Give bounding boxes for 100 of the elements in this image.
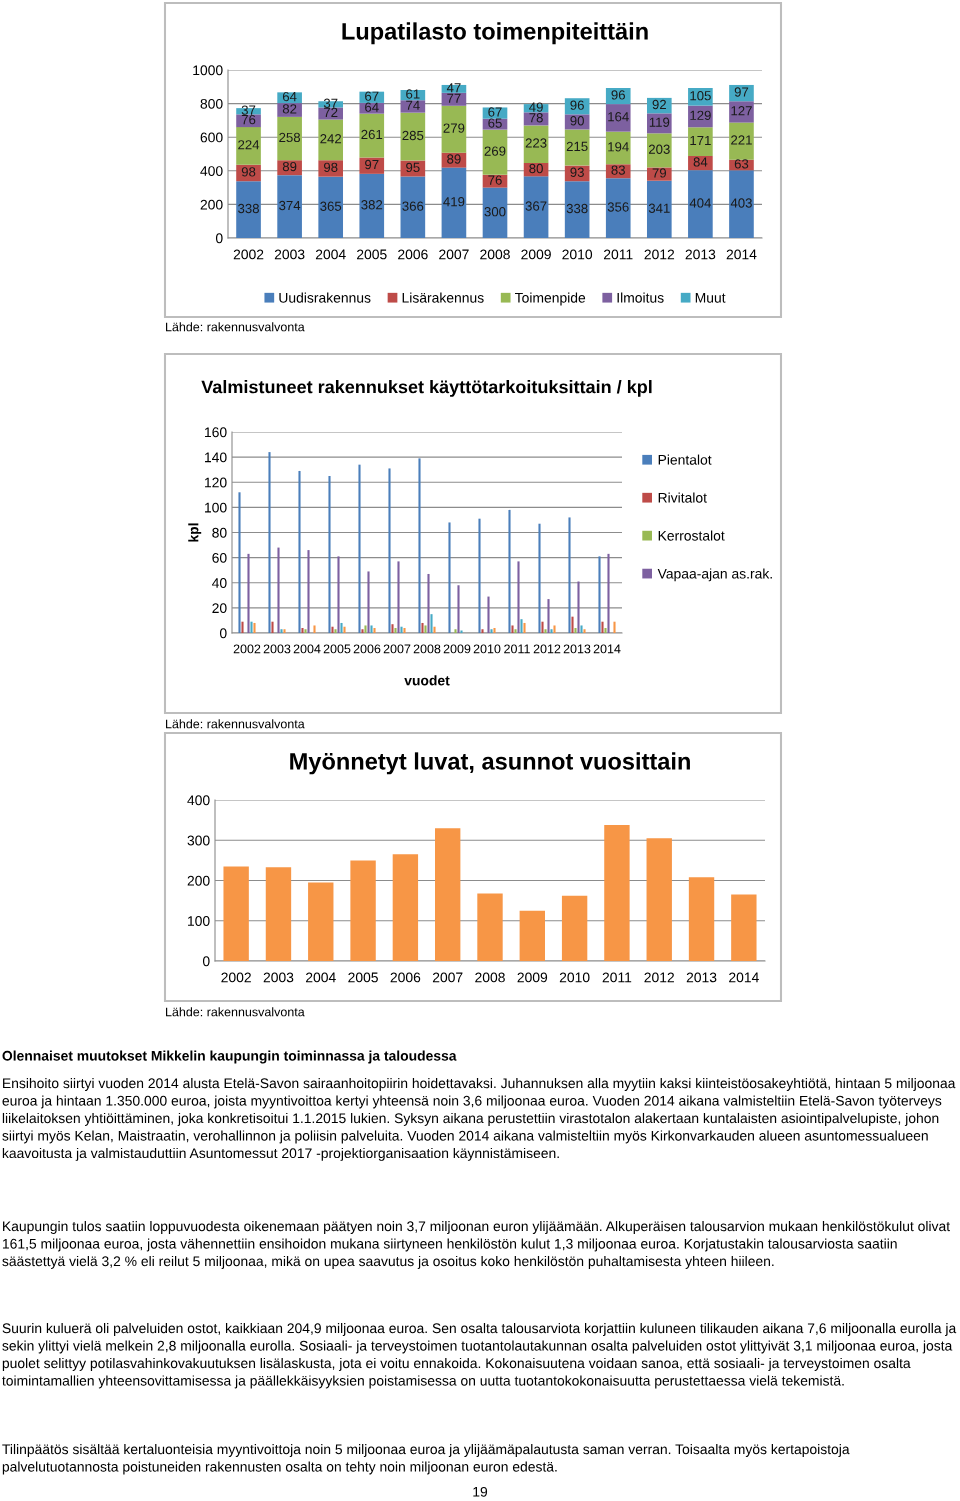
data-label: 223 (525, 138, 547, 148)
legend-label: Vapaa-ajan as.rak. (657, 568, 772, 582)
bar (605, 178, 631, 238)
bar (460, 630, 463, 633)
x-tick-label: 2007 (432, 972, 463, 983)
x-tick-label: 2013 (563, 644, 591, 654)
bar (477, 893, 503, 961)
bar (605, 104, 631, 132)
legend-label: Lisärakennus (402, 292, 484, 303)
bar (604, 627, 607, 633)
bar (236, 181, 261, 238)
x-tick-label: 2014 (593, 644, 621, 654)
bar (247, 553, 250, 633)
data-label: 285 (402, 130, 424, 141)
x-tick-label: 2014 (729, 972, 759, 983)
data-label: 72 (324, 107, 338, 117)
data-label: 279 (443, 123, 465, 133)
data-label: 80 (529, 163, 543, 174)
y-tick-label: 100 (205, 502, 227, 513)
bar (418, 458, 421, 633)
y-tick-label: 140 (205, 452, 227, 463)
data-label: 127 (731, 106, 752, 116)
y-tick-label: 120 (205, 477, 227, 488)
legend-label: Ilmoitus (617, 292, 664, 303)
data-label: 261 (361, 129, 383, 140)
bar (268, 452, 271, 633)
bar (729, 170, 754, 238)
x-tick-label: 2007 (439, 249, 469, 260)
x-tick-label: 2010 (473, 644, 501, 654)
bar (550, 629, 553, 633)
data-label: 341 (648, 203, 670, 213)
bar (688, 127, 713, 157)
y-tick-label: 200 (200, 199, 223, 210)
y-tick-label: 160 (205, 427, 227, 438)
data-label: 64 (365, 102, 379, 112)
x-tick-label: 2003 (263, 972, 294, 983)
bar (318, 160, 344, 177)
bar (441, 167, 467, 238)
x-tick-label: 2010 (562, 249, 593, 260)
bar (400, 176, 426, 238)
bar (577, 581, 580, 633)
y-tick-label: 400 (187, 795, 210, 806)
data-label: 404 (689, 198, 712, 208)
bar (441, 105, 467, 153)
x-tick-label: 2004 (306, 972, 336, 983)
x-tick-label: 2008 (480, 249, 510, 260)
bar (646, 133, 672, 168)
x-tick-label: 2005 (348, 972, 378, 983)
data-label: 419 (443, 197, 465, 207)
bar (598, 556, 601, 633)
bar (343, 626, 346, 633)
y-axis-title: kpl (188, 523, 202, 542)
bar (433, 626, 436, 633)
chart-title: Lupatilasto toimenpiteittäin (342, 22, 648, 45)
bar (359, 113, 385, 158)
data-label: 403 (730, 198, 752, 208)
bar (298, 470, 301, 633)
bar (397, 561, 400, 633)
data-label: 215 (566, 141, 588, 152)
bar (508, 509, 511, 633)
data-label: 98 (241, 167, 256, 177)
legend-label: Toimenpide (515, 292, 586, 306)
data-label: 98 (323, 162, 338, 172)
bar (514, 629, 517, 633)
bar (271, 621, 274, 633)
bar (236, 127, 261, 165)
data-label: 382 (361, 200, 383, 210)
data-label: 37 (323, 98, 338, 108)
text: Tilinpäätös sisältää kertaluonteisia myyntivoittoja noin 5 miljoonaa euroa ja ylijäämäpalautusta saman verran. Toisaalta myös kertapoistoja palvelutuotannosta poistuneiden rakennusten osalta on tehty noin miljoonan euron edestä. (2, 1444, 850, 1475)
bar (318, 119, 344, 161)
bar (482, 187, 508, 238)
chart-title: Valmistuneet rakennukset käyttötarkoituksittain / kpl (201, 380, 652, 397)
data-label: 67 (488, 107, 502, 117)
bar (574, 627, 577, 633)
data-label: 224 (238, 140, 260, 150)
bar (688, 170, 713, 238)
x-tick-label: 2004 (315, 249, 346, 260)
bar (564, 181, 590, 238)
data-label: 269 (484, 146, 506, 156)
x-tick-label: 2002 (233, 644, 261, 654)
x-tick-label: 2004 (293, 644, 321, 654)
data-label: 74 (406, 100, 420, 110)
x-tick-label: 2008 (413, 644, 441, 654)
data-label: 258 (279, 132, 301, 143)
bar (359, 173, 385, 238)
bar (729, 84, 754, 102)
bar (482, 129, 508, 175)
data-label: 79 (652, 168, 667, 178)
data-label: 97 (365, 159, 379, 170)
x-tick-label: 2006 (398, 249, 428, 260)
text: Lähde: rakennusvalvonta (166, 322, 305, 332)
y-tick-label: 0 (219, 628, 227, 639)
text: Lähde: rakennusvalvonta (166, 719, 305, 729)
bar (337, 556, 340, 633)
bar (729, 122, 754, 160)
bar (568, 517, 571, 633)
x-tick-label: 2011 (602, 972, 632, 983)
data-label: 89 (282, 161, 297, 172)
bar (238, 492, 241, 633)
text: Olennaiset muutokset Mikkelin kaupungin toiminnassa ja taloudessa (2, 1050, 457, 1064)
